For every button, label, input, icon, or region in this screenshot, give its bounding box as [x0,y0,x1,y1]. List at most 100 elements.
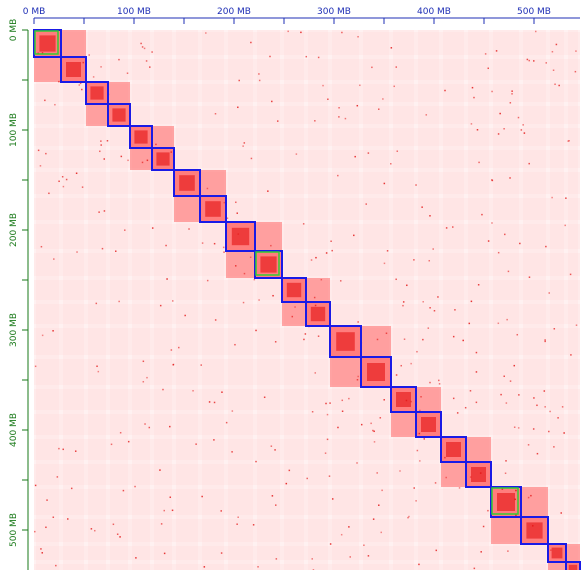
speckle-dot [482,525,485,528]
speckle-dot [509,102,512,104]
speckle-dot [263,396,266,399]
speckle-dot [526,58,529,61]
contact-heatmap[interactable] [33,29,581,570]
speckle-dot [74,450,77,452]
speckle-dot [505,402,508,404]
speckle-dot [41,52,44,54]
speckle-dot [382,98,384,100]
speckle-dot [420,396,422,398]
speckle-dot [533,397,535,399]
speckle-dot [162,388,164,391]
speckle-dot [236,212,239,214]
top-tick-label: 400 MB [417,7,451,17]
speckle-dot [558,84,560,87]
speckle-dot [428,259,431,262]
heatmap-band [34,328,580,355]
heatmap-band [88,30,106,570]
speckle-dot [221,391,223,393]
speckle-dot [75,172,78,175]
speckle-dot [487,509,489,512]
speckle-dot [303,338,305,341]
speckle-dot [82,61,85,64]
speckle-dot [237,516,239,518]
speckle-dot [270,445,273,447]
speckle-dot [253,278,256,281]
scaffold-box [360,356,392,388]
domain-contact [255,222,282,251]
speckle-dot [163,509,165,512]
speckle-dot [497,133,500,135]
speckle-dot [203,566,206,568]
domain-core [526,522,543,539]
speckle-dot [468,322,471,325]
speckle-dot [337,174,339,177]
speckle-dot [178,346,180,349]
speckle-dot [223,201,226,204]
left-tick-label: 500 MB [9,513,19,547]
scaffold-box [173,169,201,197]
top-tick-label: 100 MB [117,7,151,17]
speckle-dot [317,335,320,337]
speckle-dot [67,518,69,520]
speckle-dot [338,107,340,109]
speckle-dot [506,318,508,321]
speckle-dot [92,76,95,78]
speckle-dot [52,516,55,519]
speckle-dot [275,504,277,506]
heatmap-band [34,519,580,542]
speckle-dot [140,42,142,45]
speckle-dot [341,410,344,413]
speckle-dot [172,363,175,366]
speckle-dot [78,84,81,86]
heatmap-band [34,224,580,249]
speckle-dot [159,469,161,471]
speckle-dot [220,552,223,554]
heatmap-band [36,30,59,570]
speckle-dot [570,354,572,356]
speckle-dot [469,390,472,392]
top-tick-label: 500 MB [517,7,551,17]
speckle-dot [45,526,47,529]
speckle-dot [252,524,255,526]
speckle-dot [507,270,510,273]
speckle-dot [302,223,305,225]
speckle-dot [513,426,516,428]
speckle-dot [445,476,447,479]
speckle-dot [507,550,509,552]
speckle-dot [408,515,410,518]
speckle-dot [288,469,291,472]
speckle-dot [98,211,100,213]
speckle-dot [416,449,419,452]
speckle-dot [331,249,333,252]
domain-contact [282,302,306,326]
speckle-dot [532,525,534,527]
speckle-dot [201,495,203,498]
heatmap-band [34,414,580,435]
speckle-dot [103,158,106,160]
heatmap-band [228,30,253,570]
speckle-dot [258,79,261,82]
speckle-dot [258,73,260,75]
speckle-dot [330,240,332,243]
domain-contact [34,57,61,82]
speckle-dot [402,301,405,303]
scaffold-box [490,486,522,518]
speckle-dot [519,242,521,245]
speckle-dot [291,315,294,318]
speckle-dot [560,512,562,514]
speckle-dot [534,30,537,33]
speckle-dot [135,557,137,559]
speckle-dot [479,472,482,474]
speckle-dot [231,410,234,412]
heatmap-band [34,546,580,560]
scaffold-box [440,436,467,463]
speckle-dot [445,227,448,229]
speckle-dot [504,472,507,475]
speckle-dot [166,278,168,280]
speckle-dot [122,489,125,492]
speckle-dot [383,182,386,185]
speckle-dot [434,482,437,484]
speckle-dot [62,185,65,188]
speckle-dot [55,564,57,567]
